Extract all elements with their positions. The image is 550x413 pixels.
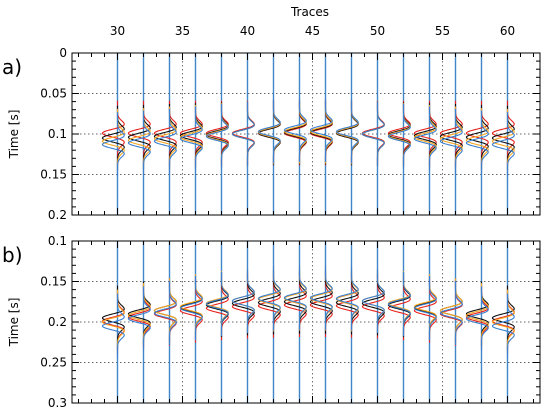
wavelet-red-trace-40 [231, 274, 255, 339]
wavelet-black-trace-48 [335, 100, 359, 166]
panel-label-a: a) [2, 55, 22, 79]
wavelet-blue-trace-60 [491, 293, 515, 359]
x-tick-label: 30 [110, 24, 125, 38]
wavelet-red-trace-60 [491, 288, 515, 354]
wavelet-red-trace-60 [491, 100, 515, 166]
x-tick-label: 40 [240, 24, 255, 38]
wavelet-blue-trace-30 [101, 293, 125, 359]
wavelet-red-trace-50 [361, 274, 385, 339]
y-tick-label: 0.2 [48, 315, 67, 329]
wavelet-black-trace-38 [205, 272, 229, 337]
wavelet-red-trace-34 [153, 281, 177, 346]
wavelet-red-trace-42 [257, 100, 281, 166]
y-tick-label: 0 [59, 46, 67, 60]
wavelet-blue-trace-40 [231, 101, 255, 166]
wavelet-blue-trace-44 [283, 97, 307, 162]
wavelet-blue-trace-48 [335, 99, 359, 164]
wavelet-blue-trace-40 [231, 268, 255, 333]
y-tick-label: 0.05 [40, 87, 67, 101]
wavelet-blue-trace-44 [283, 265, 307, 330]
y-tick-label: 0.1 [48, 234, 67, 248]
y-axis-title: Time [s] [7, 298, 21, 348]
wavelet-blue-trace-50 [361, 268, 385, 333]
wavelet-black-trace-36 [179, 275, 203, 340]
wavelet-orange-trace-42 [257, 99, 281, 165]
plot-frame [71, 52, 541, 216]
wavelet-red-trace-50 [361, 100, 385, 166]
panel-label-b: b) [2, 243, 23, 267]
wavelet-blue-trace-54 [413, 106, 437, 171]
wavelet-red-trace-48 [335, 100, 359, 166]
wavelet-black-trace-42 [257, 100, 281, 166]
wavelet-blue-trace-58 [465, 110, 489, 175]
x-tick-label: 60 [500, 24, 515, 38]
y-tick-label: 0.1 [48, 127, 67, 141]
wavelet-blue-trace-38 [205, 104, 229, 169]
wavelet-orange-trace-40 [231, 101, 255, 166]
y-tick-label: 0.3 [48, 396, 67, 410]
panel-a: 0 0.05 0.1 0.15 0.2 30 35 40 45 50 55 60 Time [s] a) [2, 24, 541, 222]
wavelet-red-trace-56 [439, 281, 463, 346]
x-tick-label: 50 [370, 24, 385, 38]
wavelet-blue-trace-34 [153, 108, 177, 174]
wavelet-blue-trace-36 [179, 106, 203, 171]
wavelet-blue-trace-34 [153, 280, 177, 346]
x-axis-title: Traces [290, 5, 329, 19]
wavelet-red-trace-40 [231, 100, 255, 166]
wavelet-blue-trace-36 [179, 275, 203, 341]
wavelet-blue-trace-48 [335, 266, 359, 331]
wavelet-red-trace-30 [101, 100, 125, 166]
wavelet-blue-trace-60 [491, 112, 515, 177]
y-tick-label: 0.15 [40, 275, 67, 289]
wavelet-blue-trace-56 [439, 280, 463, 346]
wavelet-black-trace-40 [231, 101, 255, 166]
panel-b: 0.1 0.15 0.2 0.25 0.3 Time [s] b) [2, 234, 541, 410]
wavelet-blue-trace-52 [387, 271, 411, 337]
wavelet-blue-trace-54 [413, 275, 437, 341]
wavelet-blue-trace-42 [257, 99, 281, 164]
y-tick-label: 0.25 [40, 356, 67, 370]
wavelet-blue-trace-50 [361, 101, 385, 166]
wavelet-red-trace-30 [101, 288, 125, 354]
x-tick-label: 35 [175, 24, 190, 38]
wavelet-blue-trace-52 [387, 104, 411, 169]
wavelet-red-trace-44 [283, 100, 307, 166]
y-axis-title: Time [s] [7, 110, 21, 160]
wavelet-blue-trace-32 [127, 110, 151, 175]
wavelet-black-trace-54 [413, 275, 437, 340]
wavelet-red-trace-46 [309, 100, 333, 166]
x-tick-label: 45 [305, 24, 320, 38]
wavelet-orange-trace-60 [491, 108, 515, 174]
x-tick-label: 55 [435, 24, 450, 38]
wavelet-blue-trace-46 [309, 265, 333, 330]
wavelet-orange-trace-30 [101, 108, 125, 174]
wavelet-blue-trace-58 [465, 286, 489, 351]
wavelet-orange-trace-48 [335, 99, 359, 165]
wavelet-blue-trace-46 [309, 97, 333, 162]
wavelet-black-trace-52 [387, 272, 411, 337]
wavelet-blue-trace-32 [127, 286, 151, 351]
trace-wiggles [101, 53, 515, 215]
wavelet-blue-trace-30 [101, 112, 125, 177]
wavelet-blue-trace-38 [205, 271, 229, 337]
wavelet-blue-trace-56 [439, 108, 463, 174]
y-tick-label: 0.2 [48, 208, 67, 222]
trace-wiggles [101, 241, 515, 403]
y-tick-label: 0.15 [40, 168, 67, 182]
wavelet-blue-trace-42 [257, 266, 281, 331]
